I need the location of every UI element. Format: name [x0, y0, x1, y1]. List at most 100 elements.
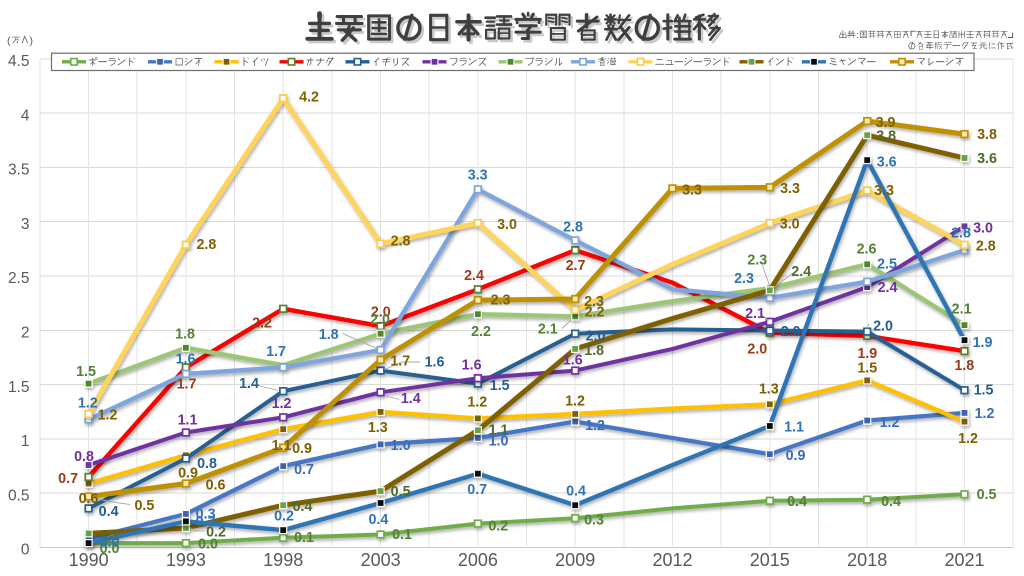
- svg-text:2.8: 2.8: [951, 226, 971, 242]
- svg-text:1.2: 1.2: [98, 408, 118, 424]
- svg-text:1.5: 1.5: [974, 382, 994, 398]
- svg-text:2: 2: [21, 325, 30, 342]
- svg-text:1993: 1993: [166, 550, 206, 570]
- svg-text:3.3: 3.3: [468, 168, 488, 184]
- svg-text:0.8: 0.8: [74, 449, 94, 465]
- svg-text:3.9: 3.9: [876, 115, 896, 131]
- svg-text:2.5: 2.5: [8, 270, 30, 287]
- svg-text:0.7: 0.7: [294, 462, 314, 478]
- svg-text:3.0: 3.0: [780, 217, 800, 233]
- svg-text:0.7: 0.7: [467, 482, 487, 498]
- svg-text:0.0: 0.0: [100, 535, 120, 551]
- svg-text:1.6: 1.6: [462, 358, 482, 374]
- svg-text:1.5: 1.5: [490, 378, 510, 394]
- svg-text:2.3: 2.3: [491, 293, 511, 309]
- svg-text:0.0: 0.0: [100, 535, 120, 551]
- svg-text::: :: [856, 30, 859, 40]
- svg-text:2.7: 2.7: [566, 258, 586, 274]
- svg-text:3.6: 3.6: [877, 155, 897, 171]
- svg-text:1.9: 1.9: [973, 335, 993, 351]
- svg-text:2.3: 2.3: [747, 253, 767, 269]
- svg-text:0.4: 0.4: [787, 494, 807, 510]
- svg-text:1.2: 1.2: [78, 396, 98, 412]
- svg-text:1.1: 1.1: [784, 420, 804, 436]
- svg-text:4.2: 4.2: [299, 90, 319, 106]
- svg-text:0.4: 0.4: [368, 512, 388, 528]
- svg-text:1.7: 1.7: [177, 376, 197, 392]
- svg-text:1.2: 1.2: [272, 396, 292, 412]
- svg-text:3.3: 3.3: [874, 183, 894, 199]
- svg-text:2.6: 2.6: [857, 242, 877, 258]
- svg-text:1.7: 1.7: [390, 354, 410, 370]
- svg-text:1.1: 1.1: [272, 438, 292, 454]
- svg-text:2.0: 2.0: [873, 319, 893, 335]
- svg-text:0.2: 0.2: [488, 519, 508, 535]
- svg-text:0.6: 0.6: [79, 491, 99, 507]
- svg-text:2006: 2006: [458, 550, 498, 570]
- svg-text:2.0: 2.0: [370, 312, 390, 328]
- svg-text:0.3: 0.3: [196, 507, 216, 523]
- svg-text:3.0: 3.0: [973, 220, 993, 236]
- svg-text:1.2: 1.2: [958, 431, 978, 447]
- svg-text:1.2: 1.2: [467, 395, 487, 411]
- svg-text:2.1: 2.1: [745, 306, 765, 322]
- svg-text:2.5: 2.5: [877, 257, 897, 273]
- svg-text:1.2: 1.2: [975, 406, 995, 422]
- svg-text:4: 4: [21, 107, 30, 124]
- svg-text:1.6: 1.6: [563, 353, 583, 369]
- svg-text:0.7: 0.7: [58, 471, 78, 487]
- svg-text:0.3: 0.3: [196, 514, 216, 530]
- svg-text:3.3: 3.3: [682, 182, 702, 198]
- svg-text:1.6: 1.6: [425, 355, 445, 371]
- svg-text:1.3: 1.3: [759, 382, 779, 398]
- svg-text:2021: 2021: [944, 550, 984, 570]
- svg-text:0.6: 0.6: [206, 478, 226, 494]
- svg-text:2009: 2009: [555, 550, 595, 570]
- svg-text:1.1: 1.1: [489, 423, 509, 439]
- svg-text:0: 0: [21, 542, 30, 559]
- svg-text:2.4: 2.4: [878, 280, 898, 296]
- svg-text:3.6: 3.6: [977, 151, 997, 167]
- svg-text:2.4: 2.4: [791, 264, 811, 280]
- svg-text:0.1: 0.1: [392, 527, 412, 543]
- svg-text:3.0: 3.0: [497, 217, 517, 233]
- svg-text:1990: 1990: [69, 550, 109, 570]
- svg-text:3: 3: [21, 216, 30, 233]
- svg-text:1.5: 1.5: [76, 364, 96, 380]
- svg-text:2.0: 2.0: [781, 324, 801, 340]
- svg-text:2.8: 2.8: [563, 220, 583, 236]
- svg-text:1.5: 1.5: [8, 379, 30, 396]
- svg-text:1.8: 1.8: [584, 343, 604, 359]
- svg-text:2015: 2015: [750, 550, 790, 570]
- svg-text:0.2: 0.2: [274, 509, 294, 525]
- svg-text:2.1: 2.1: [538, 322, 558, 338]
- svg-text:1.8: 1.8: [954, 358, 974, 374]
- svg-text:2012: 2012: [652, 550, 692, 570]
- svg-text:1.7: 1.7: [266, 344, 286, 360]
- svg-text:2.3: 2.3: [584, 294, 604, 310]
- svg-text:2.8: 2.8: [976, 238, 996, 254]
- svg-text:1.0: 1.0: [391, 438, 411, 454]
- svg-text:1998: 1998: [263, 550, 303, 570]
- svg-text:0.9: 0.9: [786, 448, 806, 464]
- svg-text:0.3: 0.3: [584, 513, 604, 529]
- svg-text:2.8: 2.8: [196, 237, 216, 253]
- svg-text:0.9: 0.9: [178, 466, 198, 482]
- svg-text:2.0: 2.0: [371, 304, 391, 320]
- svg-text:1.5: 1.5: [857, 361, 877, 377]
- svg-text:1.8: 1.8: [319, 327, 339, 343]
- svg-text:0.5: 0.5: [8, 487, 30, 504]
- svg-text:1: 1: [21, 433, 30, 450]
- svg-text:2.2: 2.2: [471, 324, 491, 340]
- svg-text:(: (: [7, 35, 11, 47]
- svg-text:1.2: 1.2: [880, 415, 900, 431]
- svg-text:1.4: 1.4: [401, 391, 421, 407]
- svg-text:1.6: 1.6: [176, 351, 196, 367]
- svg-text:2003: 2003: [361, 550, 401, 570]
- svg-text:0.5: 0.5: [391, 484, 411, 500]
- svg-text:2018: 2018: [847, 550, 887, 570]
- svg-text:0.1: 0.1: [100, 528, 120, 544]
- svg-text:1.2: 1.2: [585, 418, 605, 434]
- svg-text:2.2: 2.2: [585, 305, 605, 321]
- svg-text:0.8: 0.8: [197, 456, 217, 472]
